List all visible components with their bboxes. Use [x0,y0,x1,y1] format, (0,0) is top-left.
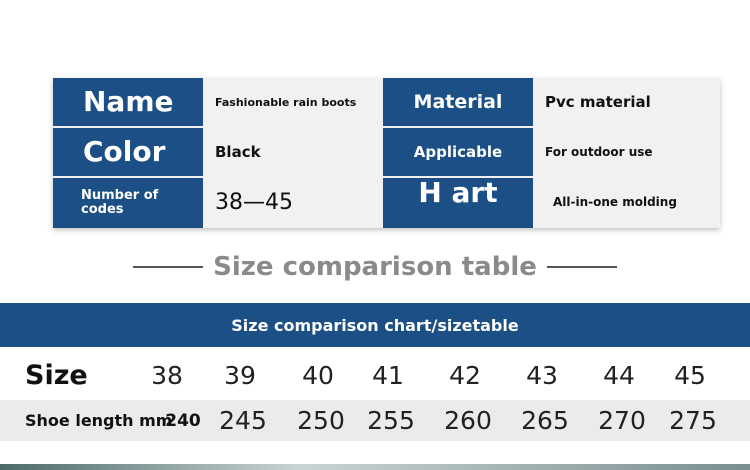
info-value: 38—45 [215,189,293,215]
rule [546,266,617,268]
row-value: 275 [669,406,717,435]
row-value: 260 [444,406,492,435]
row-value: 245 [219,406,267,435]
bottom-strip [0,464,750,470]
info-label: Material [383,78,533,126]
row-value: 250 [297,406,345,435]
info-value: For outdoor use [545,145,653,160]
info-value: Fashionable rain boots [215,95,357,109]
section-title: Size comparison table [0,250,750,284]
size-row: Size 38 39 40 41 42 43 44 45 [0,352,750,398]
size-table-header: Size comparison chart/sizetable [0,303,750,347]
info-label: Number of codes [53,178,203,228]
row-value: 44 [603,360,635,390]
row-label: Shoe length mm [25,411,173,430]
info-label: Color [53,128,203,176]
info-table: Name Fashionable rain boots Color Black Numb… [53,78,720,228]
row-value: 240 [165,410,201,431]
rule [133,266,204,268]
row-value: 270 [598,406,646,435]
row-value: 41 [372,360,404,390]
info-value: All-in-one molding [553,195,677,210]
info-label: Applicable [383,128,533,176]
info-value: Pvc material [545,93,651,112]
row-value: 45 [674,360,706,390]
row-label: Size [25,359,88,391]
row-value: 255 [367,406,415,435]
row-value: 39 [224,360,256,390]
row-value: 38 [151,360,183,390]
row-value: 43 [526,360,558,390]
row-value: 40 [302,360,334,390]
info-value: Black [215,143,261,162]
size-row: Shoe length mm 240 245 250 255 260 265 270 275 [0,400,750,441]
row-value: 42 [449,360,481,390]
row-value: 265 [521,406,569,435]
info-label: Name [53,78,203,126]
info-label: H art [383,177,533,228]
section-title-text: Size comparison table [213,252,537,282]
